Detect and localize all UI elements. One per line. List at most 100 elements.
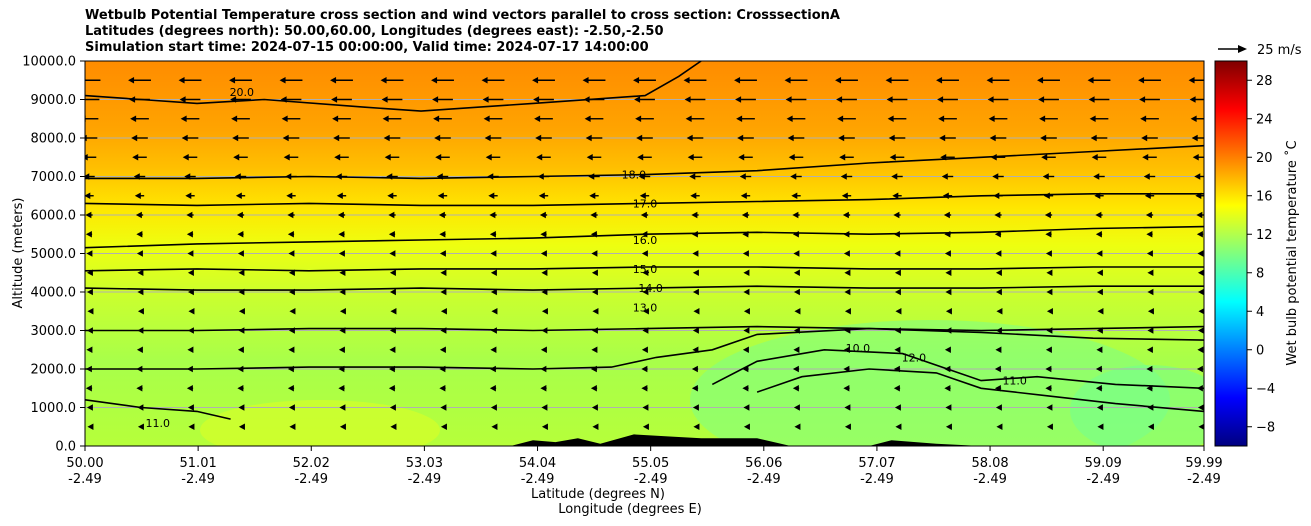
wind-vector [888, 134, 906, 142]
wind-vector [287, 365, 295, 373]
wind-vector [793, 269, 800, 276]
wind-vector [1096, 269, 1103, 276]
wind-vector [995, 250, 1002, 257]
wind-vector [287, 385, 295, 392]
wind-vector [1146, 231, 1153, 238]
wind-vector [137, 269, 144, 276]
wind-vector [839, 154, 854, 161]
wind-vector [945, 404, 952, 411]
colorbar-tick-label: −4 [1256, 382, 1275, 397]
wind-vector [85, 365, 93, 373]
terrain-silhouette [85, 434, 1204, 446]
wind-vector [743, 269, 750, 276]
wind-vector [86, 404, 93, 411]
wind-vector [994, 385, 1002, 392]
wind-vector [187, 346, 194, 353]
wind-vector [186, 385, 194, 392]
wind-vector [642, 308, 649, 315]
wind-vector [791, 192, 801, 199]
x-axis-label-2: Longitude (degrees E) [558, 502, 702, 517]
wind-vector [1197, 288, 1204, 296]
wind-vector [994, 211, 1002, 219]
wind-vector [187, 269, 194, 276]
wind-vector [1097, 308, 1104, 315]
wind-vector [389, 404, 396, 411]
wind-vector [1046, 327, 1053, 334]
wind-vector [237, 365, 244, 373]
wind-vector [85, 211, 93, 219]
wind-vector [383, 134, 401, 142]
wind-vector [844, 269, 851, 276]
wind-vector [490, 346, 497, 353]
wind-vector [989, 134, 1007, 142]
wind-vector [287, 231, 295, 238]
wind-vector [992, 173, 1004, 180]
wind-vector [335, 173, 348, 180]
wind-vector [843, 231, 850, 238]
wind-vector [86, 288, 93, 296]
wind-vector [591, 288, 598, 296]
wind-vector [633, 77, 656, 84]
wind-vector [742, 346, 749, 353]
wind-vector [843, 250, 850, 257]
wind-vector [1046, 308, 1053, 315]
wind-vector [232, 134, 249, 142]
wind-vector [687, 154, 703, 161]
wind-vector [738, 154, 753, 161]
wind-vector [338, 385, 345, 392]
wind-vector [1188, 77, 1204, 84]
wind-vector [945, 288, 952, 296]
wind-vector [1146, 385, 1153, 392]
wind-vector [439, 250, 446, 257]
wind-vector [1196, 231, 1204, 238]
wind-vector [539, 211, 548, 219]
wind-vector [386, 173, 398, 180]
contour-label: 16.0 [633, 234, 658, 247]
wind-vector [843, 365, 850, 373]
y-tick-label: 3000.0 [31, 324, 77, 339]
wind-vector [85, 385, 93, 392]
wind-vector [692, 288, 699, 296]
wind-vector [1190, 115, 1204, 122]
wind-vector [187, 327, 194, 334]
wind-vector [785, 96, 807, 103]
wind-vector [1198, 423, 1204, 430]
x-tick-label-lon: -2.49 [294, 472, 328, 487]
wind-vector [1095, 231, 1103, 238]
wind-vector [642, 404, 649, 411]
x-tick-label-lon: -2.49 [973, 472, 1007, 487]
quiver-key-label: 25 m/s [1257, 43, 1302, 58]
wind-vector [279, 77, 303, 84]
wind-vector [178, 77, 202, 84]
wind-vector [996, 423, 1003, 430]
wind-vector [289, 423, 296, 430]
colorbar-tick-label: 8 [1256, 266, 1264, 281]
wind-vector [381, 96, 403, 103]
x-tick-label: 59.09 [1085, 456, 1122, 471]
wind-vector [590, 211, 598, 219]
wind-vector [482, 96, 504, 103]
wind-vector [693, 423, 700, 430]
wind-vector [1091, 154, 1107, 161]
wind-vector [641, 346, 648, 353]
x-tick-label: 57.07 [858, 456, 895, 471]
wind-vector [641, 385, 648, 392]
x-tick-label-lon: -2.49 [634, 472, 668, 487]
wind-vector [136, 365, 143, 373]
colorbar-tick-label: 24 [1256, 112, 1273, 127]
wind-vector [536, 154, 551, 161]
wind-vector [743, 288, 750, 296]
wind-vector [1045, 231, 1052, 238]
wind-vector [685, 115, 705, 122]
wind-vector [1191, 134, 1204, 142]
cool-region [1070, 365, 1204, 446]
wind-vector [895, 423, 902, 430]
x-tick-label: 51.01 [180, 456, 217, 471]
wind-vector [641, 365, 648, 373]
wind-vector [137, 327, 144, 334]
wind-vector [85, 79, 101, 81]
wind-vector [894, 346, 901, 353]
wind-vector [489, 365, 497, 373]
wind-vector [440, 288, 447, 296]
wind-vector [1090, 134, 1108, 142]
